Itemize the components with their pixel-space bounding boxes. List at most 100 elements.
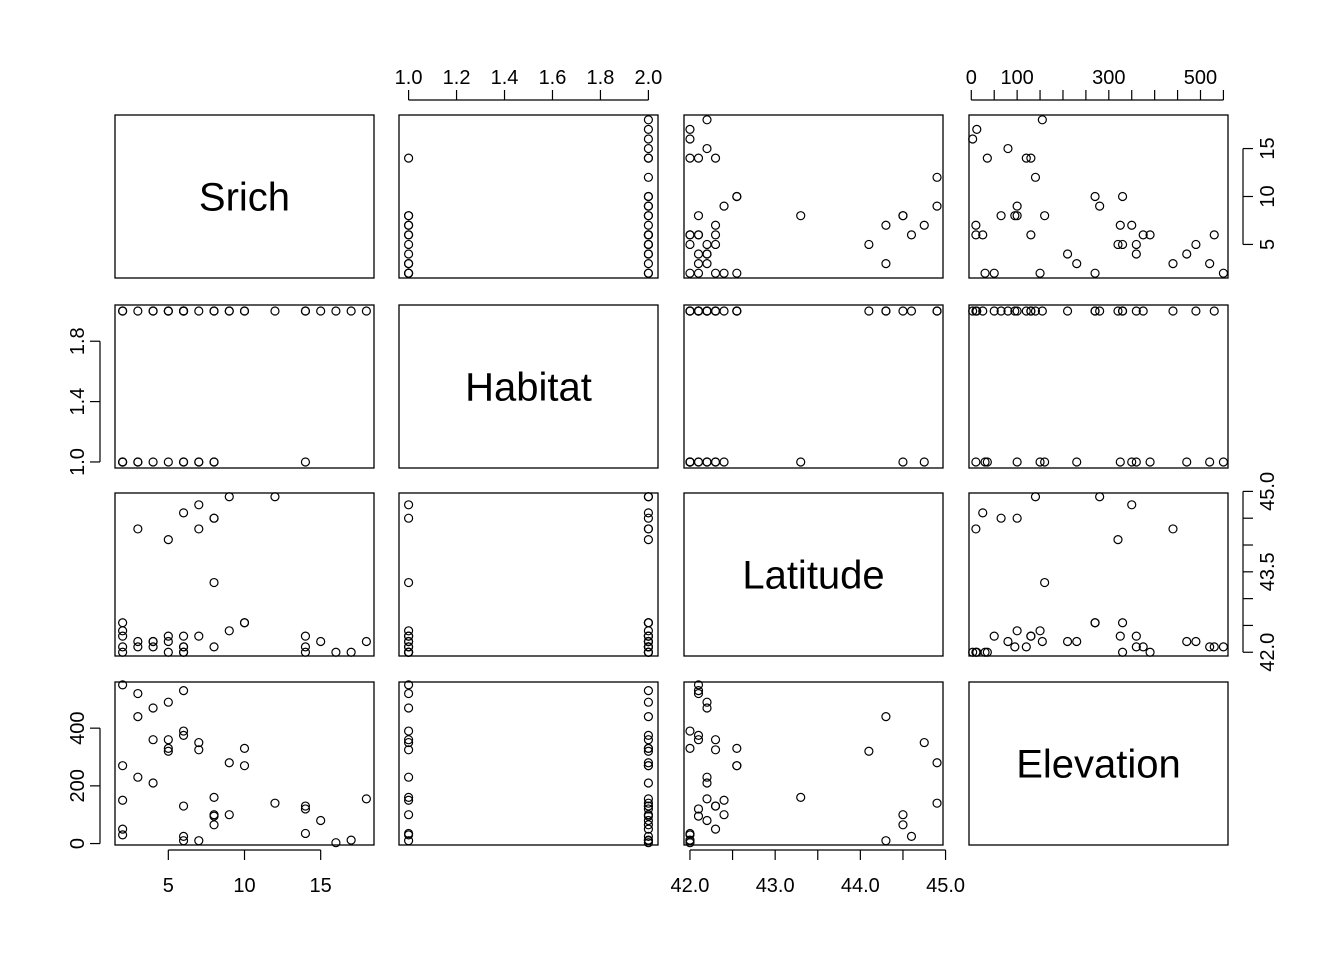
data-point <box>685 830 695 840</box>
data-point <box>685 306 695 316</box>
data-point <box>971 220 981 230</box>
data-point <box>1062 306 1073 316</box>
data-point <box>178 642 189 652</box>
data-point <box>1218 268 1229 278</box>
data-point <box>178 647 189 657</box>
panel-elevation-vs-latitude <box>683 680 944 848</box>
data-point <box>1145 230 1155 240</box>
panel-frame <box>398 681 659 846</box>
panel-frame <box>968 492 1229 657</box>
data-point <box>300 631 311 641</box>
top-axis-habitat: 1.0 1.2 1.4 1.6 1.8 2.0 <box>395 67 662 101</box>
data-point <box>796 792 806 802</box>
data-point <box>1021 153 1031 163</box>
diagonal-label-srich: Srich <box>199 176 290 220</box>
tick-label: 43.5 <box>1257 552 1279 591</box>
data-point <box>1117 306 1128 316</box>
data-point <box>209 792 219 802</box>
panel-frame <box>968 681 1229 846</box>
data-point <box>643 647 654 657</box>
data-point <box>118 642 128 652</box>
data-point <box>346 835 356 845</box>
data-point <box>1218 457 1229 467</box>
data-point <box>1145 457 1155 467</box>
data-point <box>643 836 654 846</box>
data-point <box>643 735 654 745</box>
data-point <box>403 726 414 736</box>
panel-habitat-vs-habitat: Habitat <box>398 304 659 469</box>
data-point <box>148 457 158 467</box>
data-point <box>403 230 414 240</box>
data-point <box>702 794 712 804</box>
data-point <box>331 838 341 848</box>
data-point <box>300 801 311 811</box>
data-point <box>643 124 654 134</box>
data-point <box>864 746 874 756</box>
data-point <box>881 220 891 230</box>
data-point <box>643 220 654 230</box>
data-point <box>719 457 729 467</box>
data-point <box>996 306 1006 316</box>
data-point <box>719 201 729 211</box>
data-point <box>1113 535 1123 545</box>
top-axis-elevation: 0 100 300 500 <box>966 67 1225 101</box>
data-point <box>1095 201 1105 211</box>
data-point <box>1072 259 1082 269</box>
data-point <box>403 688 414 699</box>
tick-label: 44.0 <box>841 875 880 897</box>
data-point <box>403 680 414 690</box>
data-point <box>971 230 981 240</box>
right-axis-srich: 5 10 15 <box>1242 137 1279 250</box>
data-point <box>1127 220 1137 230</box>
data-point <box>702 306 712 316</box>
data-point <box>178 801 189 811</box>
data-point <box>118 647 128 657</box>
data-point <box>710 153 721 163</box>
data-point <box>148 306 158 316</box>
data-point <box>685 268 695 278</box>
data-point <box>643 824 654 834</box>
data-point <box>702 249 712 259</box>
panel-frame <box>683 114 944 279</box>
data-point <box>702 772 712 782</box>
data-point <box>980 268 990 278</box>
tick-label: 200 <box>67 769 89 802</box>
panel-latitude-vs-latitude: Latitude <box>683 492 944 657</box>
panel-frame <box>683 681 944 846</box>
tick-label: 300 <box>1092 67 1125 89</box>
data-point <box>693 306 704 316</box>
data-point <box>1010 306 1020 316</box>
data-point <box>403 830 414 840</box>
data-point <box>1205 259 1215 269</box>
data-point <box>996 211 1006 221</box>
data-point <box>732 306 742 316</box>
tick-label: 42.0 <box>670 875 709 897</box>
data-point <box>1191 239 1201 250</box>
data-point <box>978 306 988 316</box>
data-point <box>209 642 219 652</box>
data-point <box>209 513 219 523</box>
data-point <box>1026 631 1036 641</box>
data-point <box>643 697 654 707</box>
panel-frame <box>968 304 1229 469</box>
data-point <box>1040 457 1050 467</box>
data-point <box>403 239 414 250</box>
data-point <box>1138 642 1148 652</box>
panel-elevation-vs-elevation: Elevation <box>968 681 1229 846</box>
data-point <box>1117 239 1128 250</box>
panel-frame <box>683 304 944 469</box>
data-point <box>403 636 414 647</box>
data-point <box>316 815 326 826</box>
data-point <box>194 457 204 467</box>
data-point <box>710 745 721 755</box>
data-point <box>209 306 219 316</box>
data-point <box>643 191 654 202</box>
data-point <box>1117 191 1128 202</box>
data-point <box>178 457 189 467</box>
data-point <box>710 457 721 467</box>
data-point <box>1182 636 1192 647</box>
data-point <box>693 153 704 163</box>
data-point <box>178 726 189 736</box>
data-point <box>898 457 908 467</box>
data-point <box>148 636 158 647</box>
